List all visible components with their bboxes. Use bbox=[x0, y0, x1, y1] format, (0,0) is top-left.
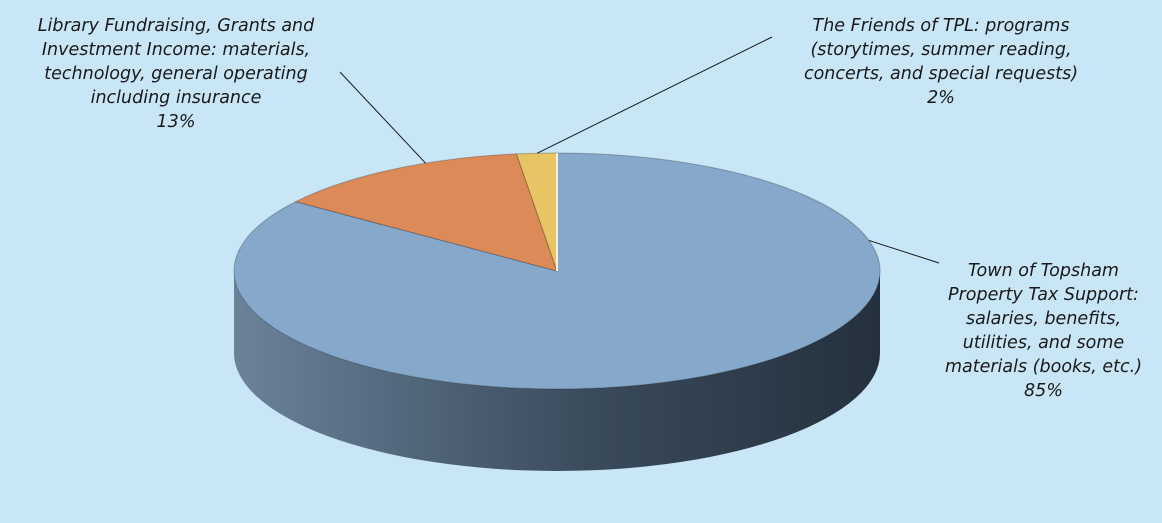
slice-label-fundraising: Library Fundraising, Grants and Investme… bbox=[2, 14, 350, 134]
pie-slice-fundraising bbox=[294, 153, 558, 272]
leader-line-friends bbox=[537, 36, 773, 154]
slice-percent: 2% bbox=[927, 88, 955, 108]
slice-label-property-tax: Town of Topsham Property Tax Support: sa… bbox=[925, 259, 1162, 403]
leader-line-fundraising bbox=[339, 71, 426, 164]
slice-name: Library Fundraising, Grants and Investme… bbox=[37, 16, 315, 108]
slice-percent: 13% bbox=[156, 112, 196, 132]
slice-name: The Friends of TPL: programs (storytimes… bbox=[803, 16, 1079, 84]
slice-label-friends: The Friends of TPL: programs (storytimes… bbox=[765, 14, 1117, 110]
leader-line-property-tax bbox=[868, 239, 940, 264]
slice-percent: 85% bbox=[1024, 381, 1063, 401]
slice-name: Town of Topsham Property Tax Support: sa… bbox=[944, 261, 1143, 377]
pie-side-wall bbox=[234, 271, 880, 471]
